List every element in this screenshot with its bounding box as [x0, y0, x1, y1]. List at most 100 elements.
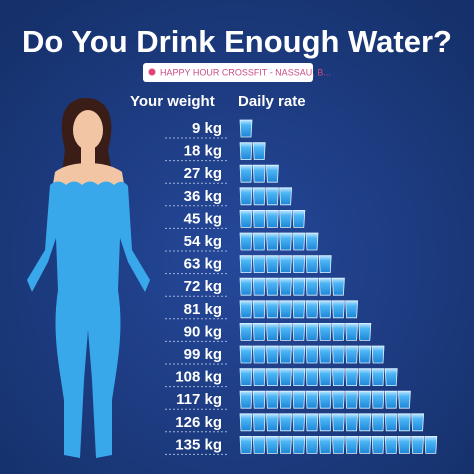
water-glass: [265, 187, 279, 206]
water-glass: [265, 164, 279, 183]
water-glass: [305, 255, 319, 273]
water-glass: [252, 368, 266, 386]
water-glass: [252, 164, 266, 183]
water-glass: [265, 345, 279, 364]
water-glass: [358, 413, 372, 432]
water-glass: [318, 390, 332, 409]
water-glass: [252, 210, 266, 228]
water-glass: [331, 323, 345, 341]
water-glass: [292, 345, 306, 364]
water-glass: [265, 413, 279, 432]
water-glass: [424, 436, 438, 454]
weight-label: 45 kg: [184, 210, 222, 227]
water-glass: [411, 436, 425, 454]
water-glass: [292, 436, 306, 454]
water-glass: [239, 164, 253, 183]
water-glass: [239, 142, 253, 160]
water-glass: [265, 436, 279, 454]
title: Do You Drink Enough Water?: [22, 24, 452, 59]
water-glass: [292, 232, 306, 251]
water-glass: [279, 413, 293, 432]
water-glass: [239, 300, 253, 319]
water-glass: [239, 255, 253, 273]
water-glass: [252, 436, 266, 454]
water-glass: [384, 368, 398, 386]
water-glass: [252, 390, 266, 409]
water-glass: [358, 368, 372, 386]
water-glass: [292, 368, 306, 386]
weight-label: 81 kg: [184, 301, 222, 318]
water-glass: [239, 210, 253, 228]
water-glass: [318, 436, 332, 454]
water-glass: [318, 255, 332, 273]
water-glass: [305, 277, 319, 296]
water-glass: [318, 277, 332, 296]
water-glass: [252, 300, 266, 319]
water-glass: [384, 390, 398, 409]
weight-label: 108 kg: [175, 369, 222, 386]
water-glass: [279, 390, 293, 409]
water-glass: [239, 436, 253, 454]
weight-label: 36 kg: [184, 188, 222, 205]
water-glass: [331, 390, 345, 409]
water-glass: [252, 323, 266, 341]
weight-label: 126 kg: [175, 414, 222, 431]
water-glass: [292, 210, 306, 228]
water-glass: [292, 390, 306, 409]
water-glass: [279, 368, 293, 386]
water-glass: [345, 436, 359, 454]
water-glass: [411, 413, 425, 432]
water-glass: [265, 368, 279, 386]
water-glass: [252, 413, 266, 432]
water-glass: [279, 255, 293, 273]
water-glass: [318, 345, 332, 364]
column-header: Daily rate: [238, 93, 306, 110]
water-glass: [397, 436, 411, 454]
water-glass: [358, 323, 372, 341]
water-glass: [252, 345, 266, 364]
weight-label: 63 kg: [184, 256, 222, 273]
weight-label: 27 kg: [184, 165, 222, 182]
weight-label: 72 kg: [184, 278, 222, 295]
water-glass: [279, 323, 293, 341]
water-glass: [239, 390, 253, 409]
water-glass: [358, 390, 372, 409]
water-glass: [279, 436, 293, 454]
water-glass: [239, 368, 253, 386]
column-header: Your weight: [130, 93, 215, 110]
water-glass: [345, 413, 359, 432]
water-glass: [371, 436, 385, 454]
water-glass: [345, 300, 359, 319]
water-glass: [279, 277, 293, 296]
water-glass: [345, 368, 359, 386]
water-glass: [252, 255, 266, 273]
water-glass: [384, 436, 398, 454]
water-glass: [279, 345, 293, 364]
water-glass: [331, 300, 345, 319]
water-glass: [239, 413, 253, 432]
water-glass: [239, 119, 253, 138]
water-glass: [265, 300, 279, 319]
location-text: HAPPY HOUR CROSSFIT - NASSAU, B...: [160, 67, 331, 77]
weight-label: 9 kg: [192, 120, 222, 137]
water-glass: [371, 413, 385, 432]
water-glass: [305, 300, 319, 319]
water-glass: [331, 368, 345, 386]
water-glass: [305, 232, 319, 251]
water-glass: [292, 277, 306, 296]
water-glass: [265, 323, 279, 341]
water-glass: [397, 390, 411, 409]
water-glass: [239, 345, 253, 364]
water-glass: [252, 142, 266, 160]
water-glass: [265, 390, 279, 409]
water-glass: [279, 232, 293, 251]
weight-label: 54 kg: [184, 233, 222, 250]
water-glass: [397, 413, 411, 432]
woman-figure: [27, 98, 150, 458]
water-glass: [265, 277, 279, 296]
water-glass: [318, 300, 332, 319]
water-glass: [305, 368, 319, 386]
water-glass: [331, 436, 345, 454]
location-icon: [148, 68, 156, 76]
